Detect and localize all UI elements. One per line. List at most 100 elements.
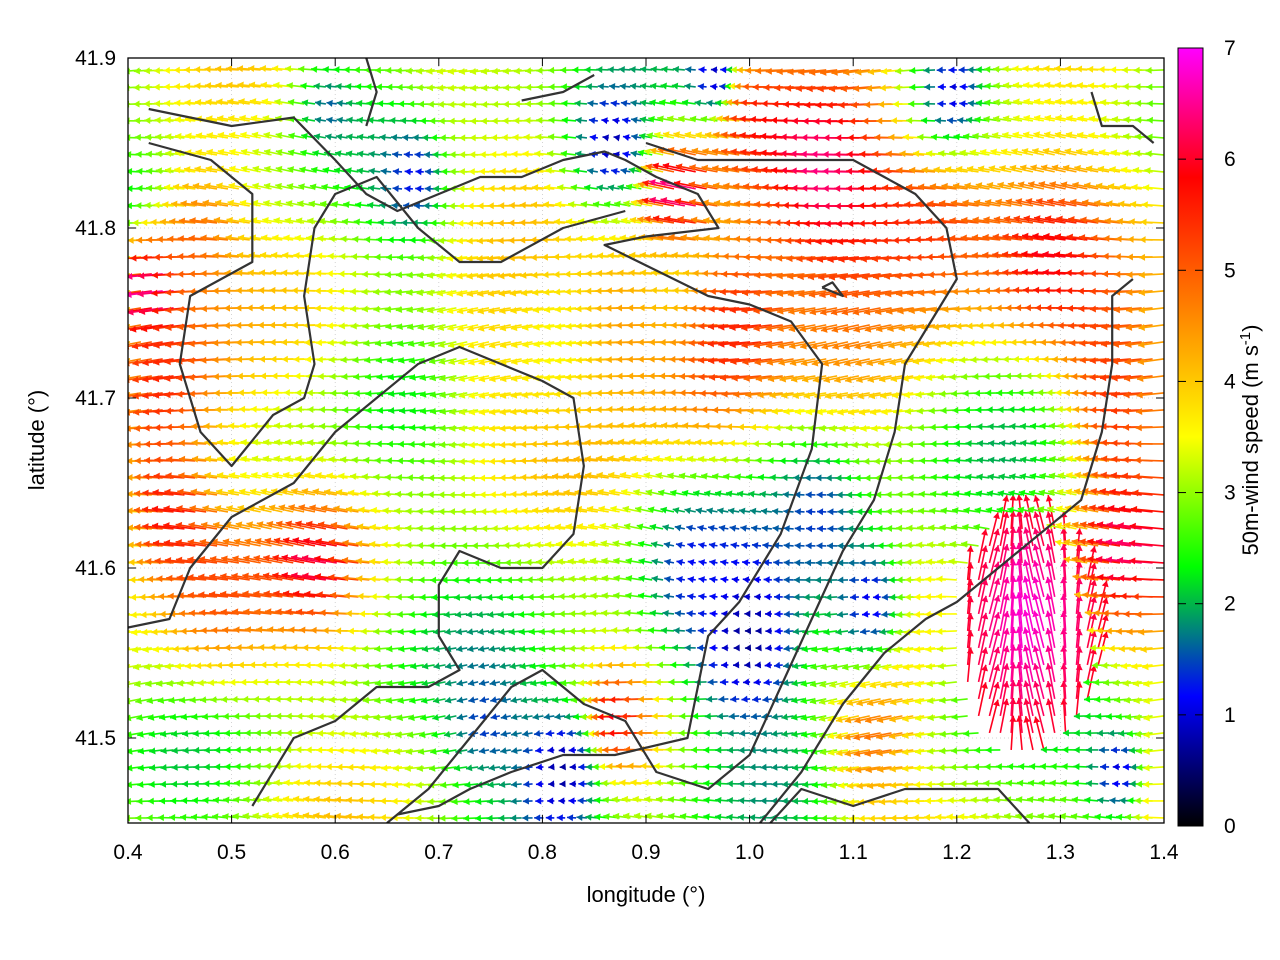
wind-vector-head (222, 538, 230, 546)
wind-vector-head (545, 814, 552, 822)
wind-vector-head (1037, 506, 1045, 513)
wind-vector-head (958, 813, 965, 821)
wind-vector-head (519, 662, 526, 670)
wind-vector-head (641, 455, 649, 462)
wind-vector-head (244, 538, 252, 545)
wind-vector-head (669, 389, 676, 397)
wind-vector-head (760, 780, 767, 788)
wind-vector-head (743, 593, 750, 601)
wind-vector-head (234, 746, 241, 754)
wind-vector-head (846, 699, 854, 707)
wind-vector-head (143, 663, 151, 671)
wind-vector-head (406, 576, 413, 584)
wind-vector-head (1045, 560, 1053, 567)
wind-vector-head (385, 457, 392, 465)
wind-vector (128, 392, 142, 396)
wind-vector-head (1028, 405, 1036, 413)
wind-vector-head (889, 715, 896, 723)
wind-vector-head (374, 696, 381, 704)
wind-vector-head (794, 508, 801, 516)
wind-vector-head (421, 645, 429, 653)
wind-vector-head (263, 590, 270, 598)
wind-vector-head (764, 661, 771, 669)
wind-vector-head (946, 813, 953, 821)
wind-vector-head (139, 593, 146, 601)
wind-vector-head (482, 542, 489, 550)
wind-vector-head (429, 441, 436, 449)
wind-vector (128, 613, 131, 615)
wind-vector-head (738, 729, 746, 737)
wind-vector-head (974, 506, 982, 514)
wind-vector-head (511, 764, 518, 771)
wind-vector-head (919, 473, 926, 481)
wind-vector-head (455, 628, 463, 636)
wind-vector-head (285, 729, 292, 737)
wind-vector-head (432, 696, 440, 704)
wind-vector-head (1108, 504, 1115, 512)
wind-vector-head (128, 408, 131, 416)
wind-vector-head (523, 780, 530, 788)
wind-vector-head (926, 680, 934, 688)
wind-vector-head (579, 609, 586, 617)
wind-vector-head (1112, 780, 1119, 788)
wind-vector-head (135, 697, 142, 705)
wind-vector-head (691, 763, 698, 771)
wind-vector-head (536, 576, 544, 584)
wind-vector-head (1073, 422, 1081, 430)
wind-vector-head (981, 545, 989, 553)
wind-vector-head (409, 697, 416, 704)
wind-vector-head (315, 661, 322, 669)
wind-vector-head (207, 679, 215, 687)
wind-vector-head (765, 627, 772, 635)
wind-vector-head (383, 490, 390, 498)
wind-vector-head (324, 796, 331, 804)
wind-vector-head (837, 576, 844, 584)
wind-vector-head (648, 389, 655, 397)
wind-vector-head (547, 797, 554, 805)
wind-vector (1046, 645, 1056, 683)
wind-vector-head (533, 729, 541, 737)
wind-vector-head (439, 391, 447, 399)
wind-vector-head (577, 797, 584, 805)
wind-vector-head (939, 747, 946, 755)
wind-vector-head (575, 505, 583, 513)
wind-vector-head (1127, 797, 1134, 805)
wind-vector-head (605, 661, 612, 669)
wind-vector-head (203, 488, 211, 496)
wind-vector-head (355, 540, 363, 548)
wind-vector-head (199, 538, 207, 546)
wind-vector-head (159, 780, 167, 788)
wind-vector-head (509, 662, 517, 670)
wind-vector-head (532, 507, 539, 515)
wind-vector-head (864, 474, 871, 482)
wind-vector-head (1102, 609, 1109, 617)
wind-vector-head (590, 574, 597, 582)
wind-vector-head (498, 797, 505, 805)
wind-vector-head (575, 390, 582, 398)
wind-vector-head (120, 542, 126, 549)
wind-vector-head (1045, 680, 1053, 688)
wind-vector-head (863, 663, 870, 671)
wind-vector-head (1073, 405, 1080, 413)
wind-vector-head (149, 764, 156, 772)
wind-vector-head (208, 590, 216, 598)
wind-vector-head (748, 490, 755, 498)
wind-vector-head (442, 747, 450, 755)
wind-vector-head (1066, 455, 1074, 463)
wind-vector-head (222, 712, 229, 720)
wind-vector-head (660, 626, 668, 634)
wind-vector-head (448, 491, 455, 499)
wind-vector-head (480, 508, 487, 516)
wind-vector-head (293, 661, 300, 669)
wind-vector-head (927, 697, 934, 705)
wind-vector-head (930, 490, 937, 498)
wind-vector-head (1032, 576, 1040, 584)
wind-vector (128, 443, 131, 445)
wind-vector-head (214, 406, 221, 414)
wind-vector-head (843, 457, 850, 465)
wind-vector-head (558, 797, 565, 805)
wind-vector-head (329, 439, 337, 447)
wind-vector-head (330, 521, 338, 529)
wind-vector-head (558, 645, 566, 653)
wind-vector-head (386, 440, 393, 448)
